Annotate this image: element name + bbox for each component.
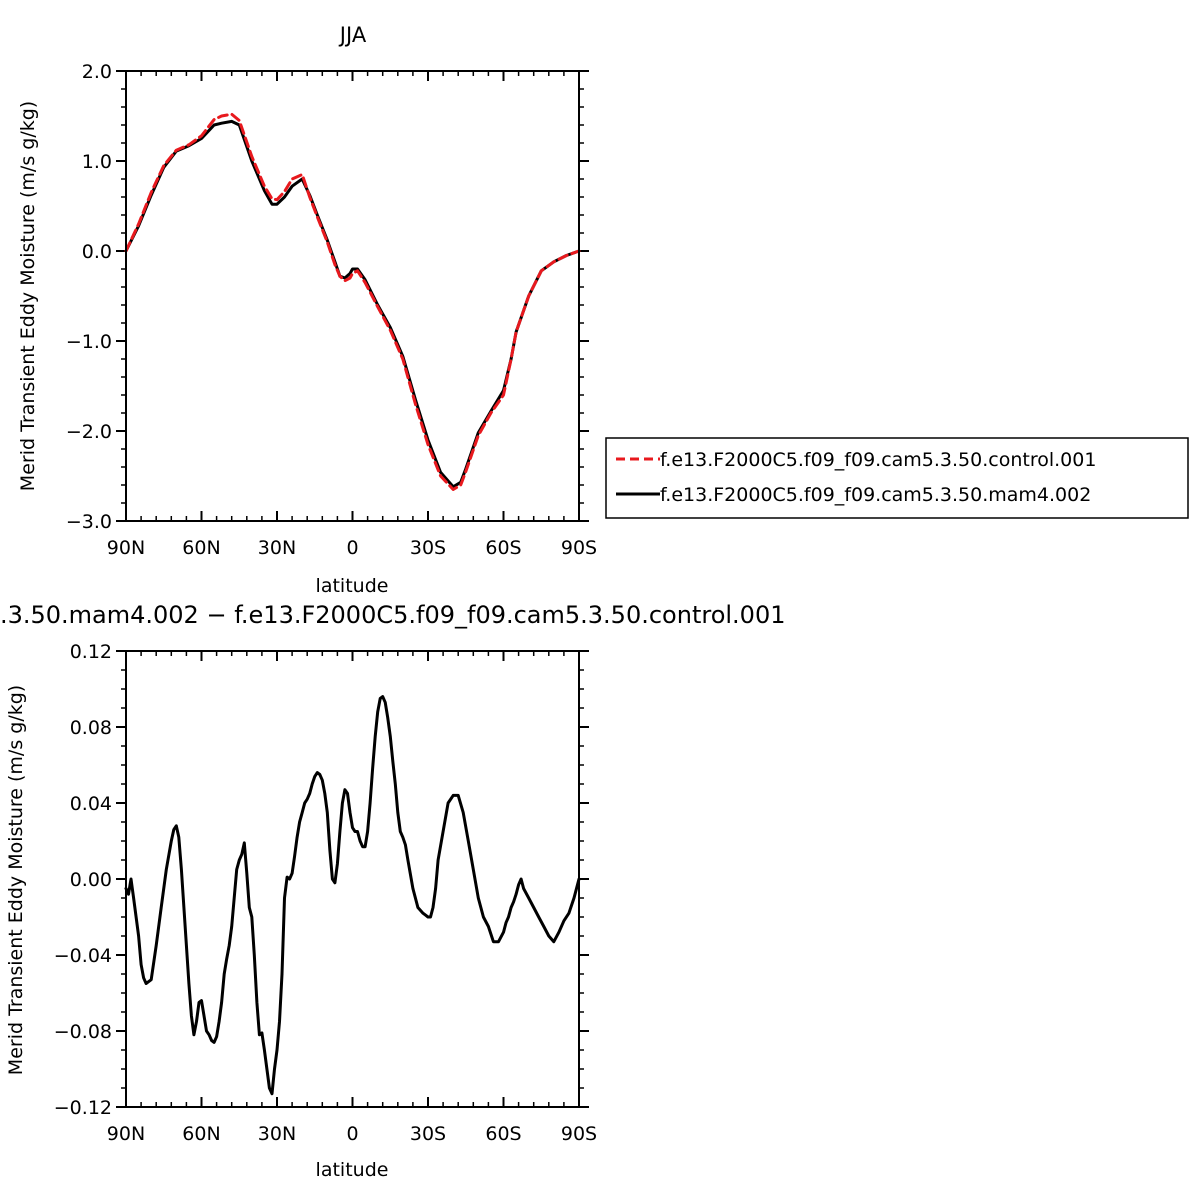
x-tick-label: 30S: [410, 1123, 446, 1145]
bottom-title: f.e13.F2000C5.f09_f09.cam5.3.50.mam4.002…: [0, 601, 785, 629]
y-tick-label: 2.0: [82, 61, 112, 83]
legend-label-mam4: f.e13.F2000C5.f09_f09.cam5.3.50.mam4.002: [660, 484, 1091, 506]
y-tick-label: −1.0: [66, 331, 112, 353]
series-line-mam4: [124, 119, 581, 489]
x-tick-label: 30S: [410, 537, 446, 559]
top-plot-frame: [125, 70, 580, 522]
x-tick-label: 0: [346, 1123, 358, 1145]
legend-label-control: f.e13.F2000C5.f09_f09.cam5.3.50.control.…: [660, 449, 1096, 471]
legend: f.e13.F2000C5.f09_f09.cam5.3.50.control.…: [605, 437, 1189, 519]
y-tick-label: 0.12: [70, 641, 112, 663]
x-tick-label: 60N: [182, 1123, 220, 1145]
top-series-group: [124, 112, 581, 491]
y-tick-label: −0.12: [54, 1097, 112, 1119]
x-tick-label: 90S: [561, 537, 597, 559]
series-line-control: [124, 112, 581, 491]
x-tick-label: 90N: [107, 1123, 145, 1145]
legend-box: [605, 437, 1189, 519]
x-tick-label: 30N: [258, 1123, 296, 1145]
x-tick-label: 90S: [561, 1123, 597, 1145]
x-tick-label: 90N: [107, 537, 145, 559]
series-line-mam4: [124, 695, 581, 1096]
top-xlabel: latitude: [316, 575, 389, 597]
bottom-panel: f.e13.F2000C5.f09_f09.cam5.3.50.mam4.002…: [0, 601, 785, 1181]
x-tick-label: 0: [346, 537, 358, 559]
y-tick-label: 0.04: [70, 793, 112, 815]
y-tick-label: 0.08: [70, 717, 112, 739]
top-axes: 90N 60N 30N 0 30S 60S 90S −3.0 −2.0 −1.0 0.0 1.0 2.0: [66, 61, 597, 559]
y-tick-label: −3.0: [66, 511, 112, 533]
x-tick-label: 60S: [485, 537, 521, 559]
y-tick-label: 0.0: [82, 241, 112, 263]
top-ylabel: Merid Transient Eddy Moisture (m/s g/kg): [17, 101, 39, 491]
bottom-plot-frame: [125, 650, 580, 1108]
y-tick-label: 1.0: [82, 151, 112, 173]
y-tick-label: −0.04: [54, 945, 112, 967]
y-tick-label: −0.08: [54, 1021, 112, 1043]
bottom-series-group: [124, 695, 581, 1096]
y-tick-label: −2.0: [66, 421, 112, 443]
x-tick-label: 30N: [258, 537, 296, 559]
y-tick-label: 0.00: [70, 869, 112, 891]
top-title: JJA: [338, 23, 367, 47]
bottom-xlabel: latitude: [316, 1159, 389, 1181]
x-tick-label: 60N: [182, 537, 220, 559]
bottom-ylabel: Merid Transient Eddy Moisture (m/s g/kg): [5, 685, 27, 1075]
x-tick-label: 60S: [485, 1123, 521, 1145]
top-panel: JJA 90N 60N 30N 0 30S 60S 90S −3.0 −2.0 −1.0 0.0 1.…: [17, 23, 597, 597]
